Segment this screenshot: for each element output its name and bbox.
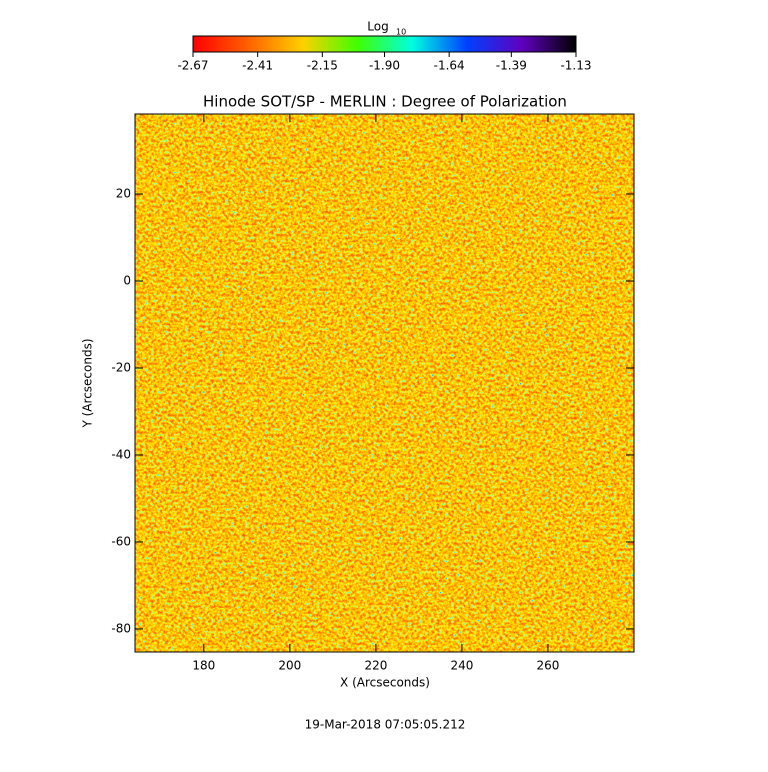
x-tick-label: 240 bbox=[450, 659, 473, 673]
colorbar-label-sub: 10 bbox=[396, 28, 406, 37]
colorbar bbox=[192, 35, 577, 53]
x-tick-label: 260 bbox=[537, 659, 560, 673]
colorbar-tick-label: -2.41 bbox=[242, 59, 273, 73]
x-tick-label: 220 bbox=[364, 659, 387, 673]
x-tick-label: 180 bbox=[192, 659, 215, 673]
colorbar-tick-label: -1.39 bbox=[496, 59, 527, 73]
colorbar-tick-label: -1.13 bbox=[560, 59, 591, 73]
y-tick-label: -20 bbox=[111, 360, 131, 374]
y-tick-label: -80 bbox=[111, 621, 131, 635]
y-tick-label: -40 bbox=[111, 447, 131, 461]
colorbar-tick-label: -2.15 bbox=[307, 59, 338, 73]
colorbar-tick-label: -2.67 bbox=[177, 59, 208, 73]
x-axis-label: X (Arcseconds) bbox=[340, 676, 430, 690]
chart-title: Hinode SOT/SP - MERLIN : Degree of Polar… bbox=[203, 93, 567, 111]
y-tick-label: 20 bbox=[116, 187, 131, 201]
footer-date: 19-Mar-2018 07:05:05.212 bbox=[305, 718, 466, 732]
y-tick-label: -60 bbox=[111, 534, 131, 548]
y-axis-label: Y (Arcseconds) bbox=[81, 338, 95, 428]
colorbar-tick-label: -1.90 bbox=[369, 59, 400, 73]
colorbar-tick-label: -1.64 bbox=[434, 59, 465, 73]
x-tick-label: 200 bbox=[278, 659, 301, 673]
colorbar-label: Log bbox=[367, 20, 388, 34]
plot-frame bbox=[134, 113, 635, 653]
polarization-map bbox=[135, 114, 634, 652]
y-tick-label: 0 bbox=[123, 274, 131, 288]
